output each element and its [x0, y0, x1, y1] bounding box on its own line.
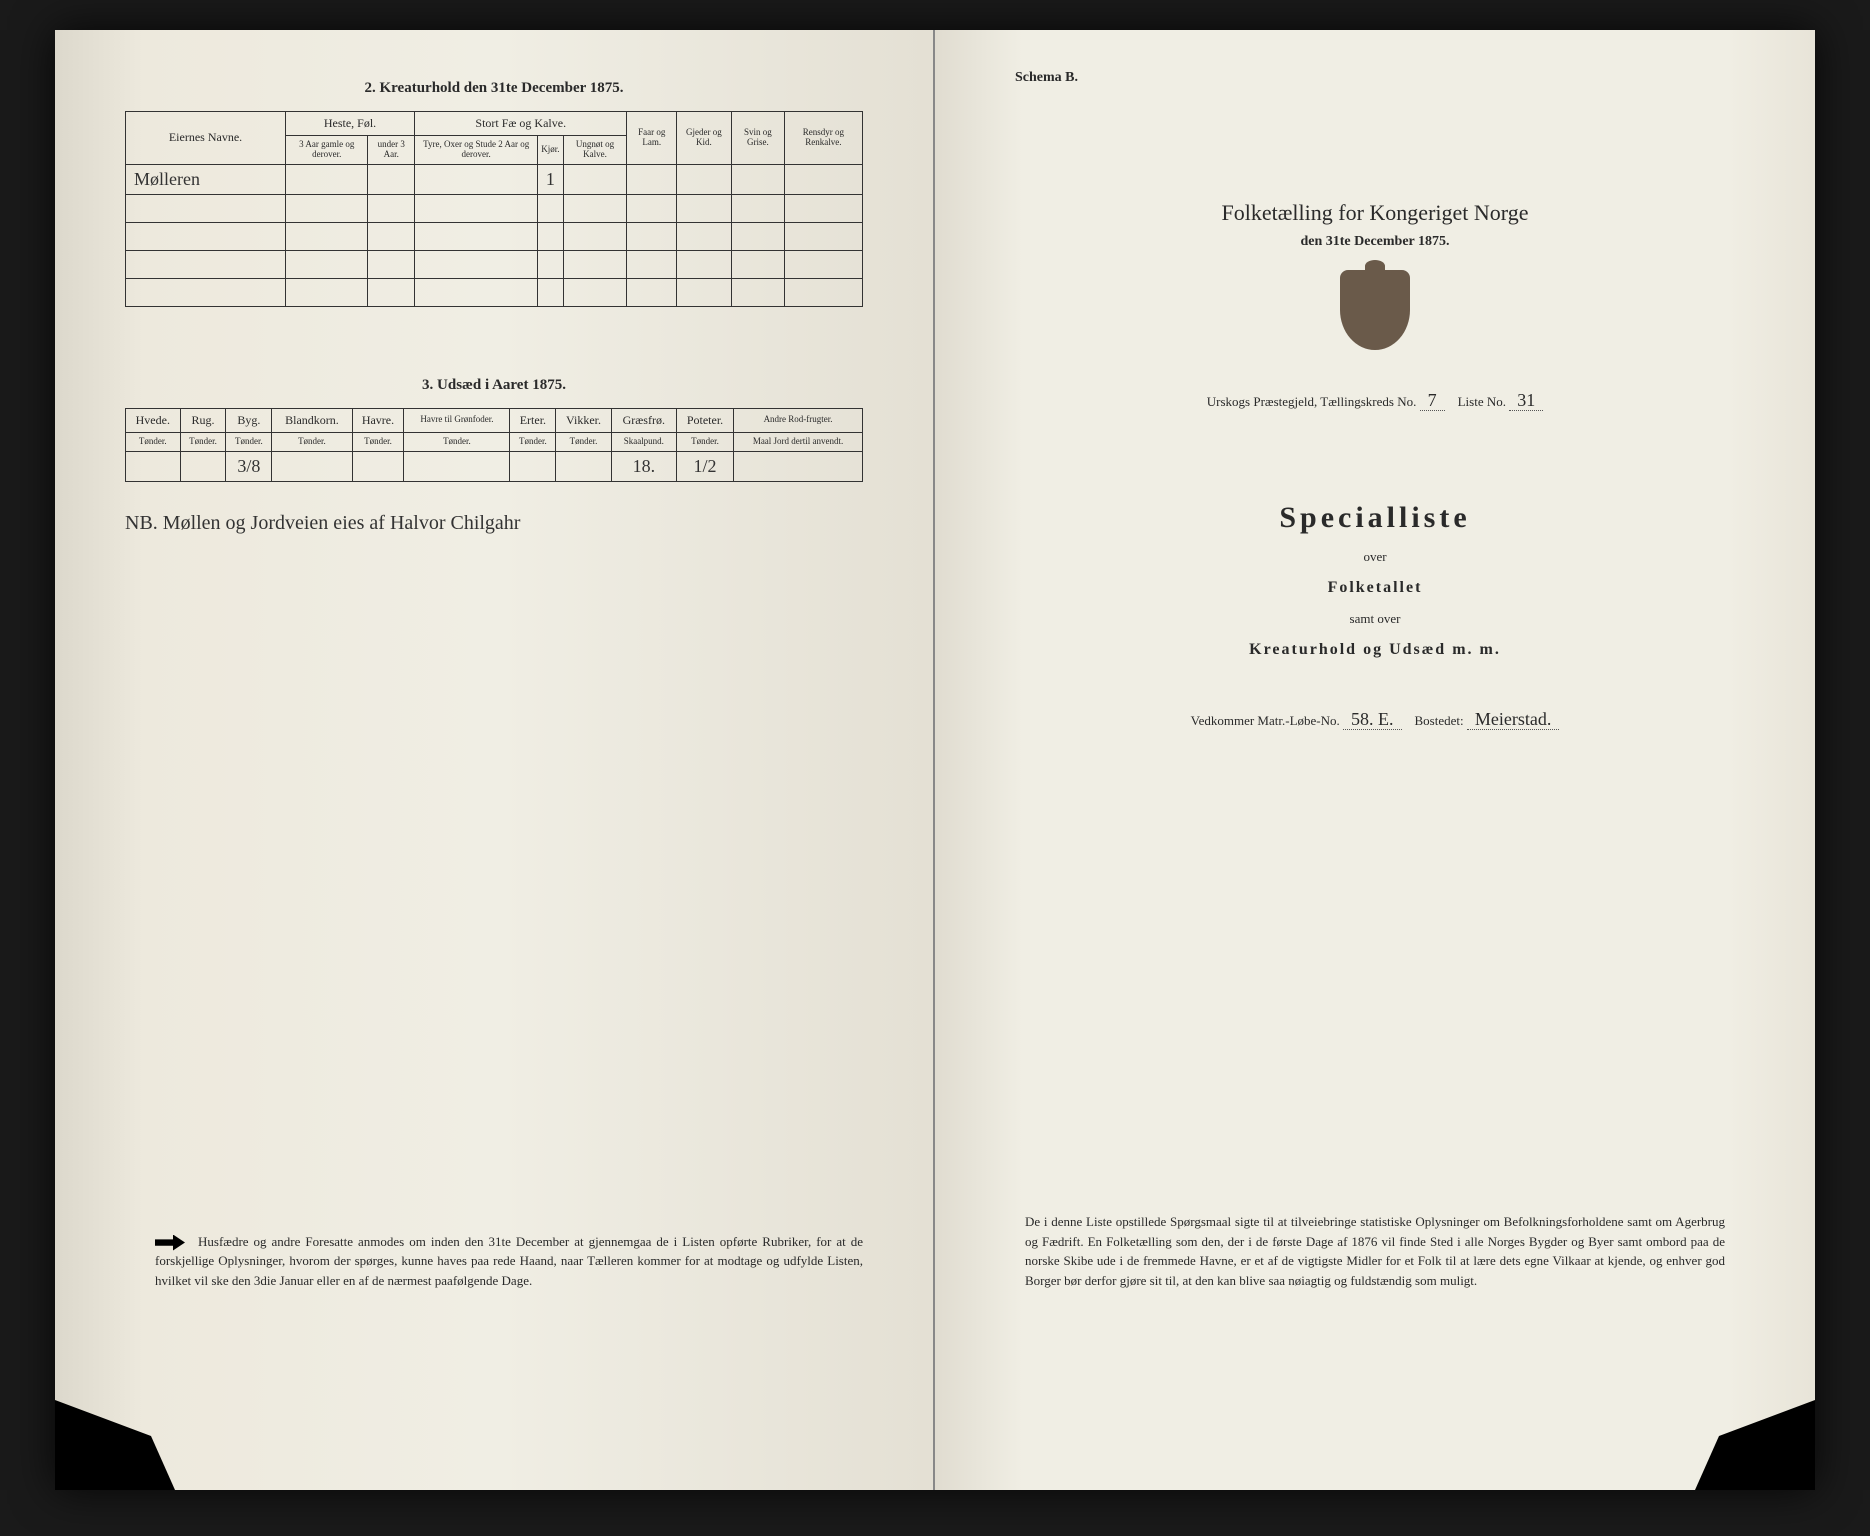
col-reindeer: Rensdyr og Renkalve. — [784, 112, 862, 165]
right-page: Schema B. Folketælling for Kongeriget No… — [935, 30, 1815, 1490]
potato-val: 1/2 — [676, 451, 733, 481]
col-mixed: Blandkorn. — [272, 408, 352, 432]
book-spread: 2. Kreaturhold den 31te December 1875. E… — [55, 30, 1815, 1490]
bosted: Meierstad. — [1467, 709, 1559, 730]
schema-label: Schema B. — [1015, 70, 1078, 86]
list-no: 31 — [1509, 390, 1543, 411]
col-pigs: Svin og Grise. — [731, 112, 784, 165]
list-prefix: Liste No. — [1458, 394, 1506, 409]
col-horses: Heste, Føl. — [286, 112, 415, 136]
col-vetch: Vikker. — [556, 408, 611, 432]
handwritten-note: NB. Møllen og Jordveien eies af Halvor C… — [125, 512, 863, 535]
unit: Tønder. — [556, 432, 611, 451]
corner-shadow — [1695, 1400, 1815, 1490]
col-other: Andre Rod-frugter. — [734, 408, 863, 432]
matr-no: 58. E. — [1343, 709, 1402, 730]
col-cattle-1: Tyre, Oxer og Stude 2 Aar og derover. — [415, 136, 538, 165]
col-sheep: Faar og Lam. — [627, 112, 676, 165]
unit: Tønder. — [352, 432, 404, 451]
bosted-prefix: Bostedet: — [1415, 713, 1464, 728]
col-horses-2: under 3 Aar. — [368, 136, 415, 165]
col-goats: Gjeder og Kid. — [676, 112, 731, 165]
matr-prefix: Vedkommer Matr.-Løbe-No. — [1191, 713, 1340, 728]
left-footer: Husfædre og andre Foresatte anmodes om i… — [155, 1232, 863, 1291]
col-rye: Rug. — [180, 408, 226, 432]
specialliste-title: Specialliste — [1005, 501, 1745, 535]
col-owner: Eiernes Navne. — [126, 112, 286, 165]
folketallet-label: Folketallet — [1005, 579, 1745, 597]
matr-line: Vedkommer Matr.-Løbe-No. 58. E. Bostedet… — [1005, 709, 1745, 730]
livestock-table: Eiernes Navne. Heste, Føl. Stort Fæ og K… — [125, 111, 863, 307]
table-row — [126, 278, 863, 306]
section2-title: 2. Kreaturhold den 31te December 1875. — [125, 80, 863, 97]
col-oats: Havre. — [352, 408, 404, 432]
col-cattle: Stort Fæ og Kalve. — [415, 112, 627, 136]
unit: Tønder. — [404, 432, 510, 451]
kreatur-label: Kreaturhold og Udsæd m. m. — [1005, 641, 1745, 659]
section3-title: 3. Udsæd i Aaret 1875. — [125, 377, 863, 394]
unit: Tønder. — [226, 432, 272, 451]
grass-val: 18. — [611, 451, 676, 481]
unit-other: Maal Jord dertil anvendt. — [734, 432, 863, 451]
corner-shadow — [55, 1400, 175, 1490]
parish-line: Urskogs Præstegjeld, Tællingskreds No. 7… — [1005, 390, 1745, 411]
coat-of-arms-icon — [1340, 270, 1410, 350]
table-row: 3/8 18. 1/2 — [126, 451, 863, 481]
col-oatsgreen: Havre til Grønfoder. — [404, 408, 510, 432]
right-footer: De i denne Liste opstillede Spørgsmaal s… — [1025, 1212, 1725, 1290]
table-row — [126, 222, 863, 250]
unit: Tønder. — [180, 432, 226, 451]
unit: Tønder. — [676, 432, 733, 451]
col-cattle-3: Ungnøt og Kalve. — [563, 136, 627, 165]
col-potato: Poteter. — [676, 408, 733, 432]
barley-val: 3/8 — [226, 451, 272, 481]
pointer-icon — [155, 1235, 185, 1251]
left-page: 2. Kreaturhold den 31te December 1875. E… — [55, 30, 935, 1490]
col-barley: Byg. — [226, 408, 272, 432]
unit: Tønder. — [510, 432, 556, 451]
col-cattle-2: Kjør. — [538, 136, 563, 165]
unit-sk: Skaalpund. — [611, 432, 676, 451]
parish-no: 7 — [1420, 390, 1445, 411]
unit: Tønder. — [126, 432, 181, 451]
table-row — [126, 194, 863, 222]
owner-cell: Mølleren — [126, 164, 286, 194]
census-title: Folketælling for Kongeriget Norge — [1005, 200, 1745, 226]
table-row — [126, 250, 863, 278]
col-horses-1: 3 Aar gamle og derover. — [286, 136, 368, 165]
footer-text-content: Husfædre og andre Foresatte anmodes om i… — [155, 1234, 863, 1288]
unit: Tønder. — [272, 432, 352, 451]
table-row: Mølleren 1 — [126, 164, 863, 194]
seed-table: Hvede. Rug. Byg. Blandkorn. Havre. Havre… — [125, 408, 863, 482]
col-grass: Græsfrø. — [611, 408, 676, 432]
samt-label: samt over — [1005, 611, 1745, 627]
census-date: den 31te December 1875. — [1005, 234, 1745, 250]
parish-prefix: Urskogs Præstegjeld, Tællingskreds No. — [1207, 394, 1417, 409]
over-label: over — [1005, 549, 1745, 565]
col-wheat: Hvede. — [126, 408, 181, 432]
kjor-cell: 1 — [538, 164, 563, 194]
col-peas: Erter. — [510, 408, 556, 432]
